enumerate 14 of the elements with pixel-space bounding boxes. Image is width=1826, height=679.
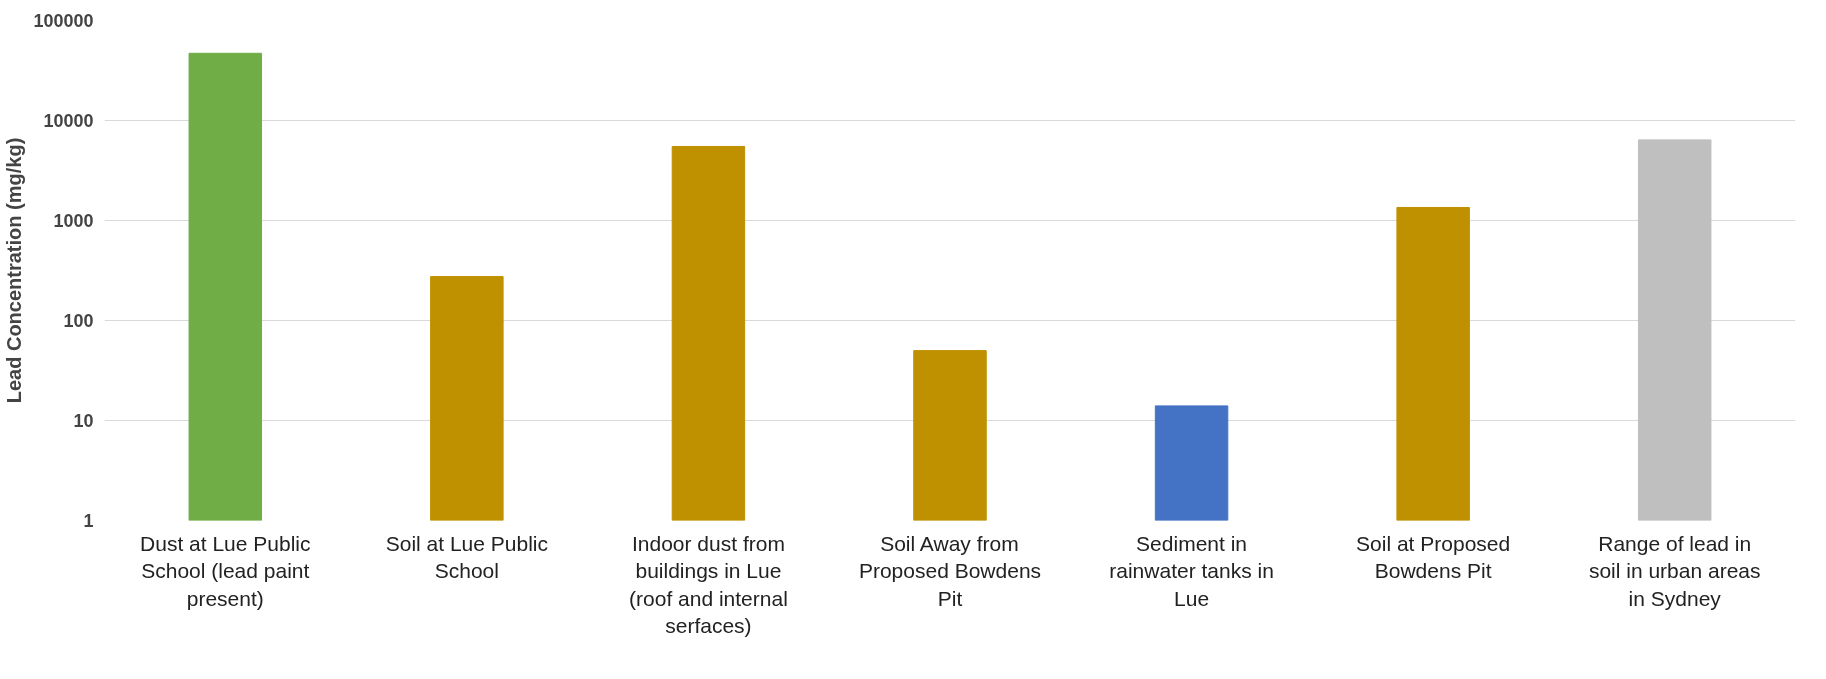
- x-tick-label: Soil at Proposed Bowdens Pit: [1356, 531, 1511, 583]
- x-tick-label: Soil at Lue Public School: [385, 531, 548, 583]
- x-tick-label: Soil Away from Proposed Bowdens Pit: [858, 531, 1042, 610]
- y-tick-label: 10: [73, 411, 94, 431]
- x-tick-label: Sediment in rainwater tanks in Lue: [1109, 531, 1274, 610]
- y-tick-label: 100000: [33, 11, 94, 31]
- y-axis-title: Lead Concentration (mg/kg): [3, 137, 26, 404]
- y-tick-label: 100: [63, 311, 94, 331]
- x-tick-label: Indoor dust from buildings in Lue (roof and internal serfaces): [629, 531, 788, 638]
- x-tick-label: Range of lead in soil in urban areas in Sydney: [1588, 531, 1761, 610]
- y-tick-label: 1: [83, 511, 94, 531]
- y-tick-label: 1000: [53, 211, 94, 231]
- x-tick-label: Dust at Lue Public School (lead paint present): [140, 531, 311, 610]
- y-tick-label: 10000: [43, 111, 94, 131]
